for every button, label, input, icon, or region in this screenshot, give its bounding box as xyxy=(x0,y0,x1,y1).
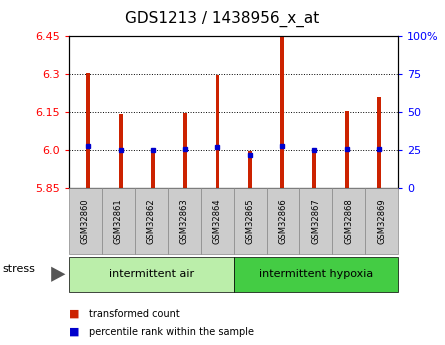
Text: percentile rank within the sample: percentile rank within the sample xyxy=(89,327,254,337)
Text: intermittent air: intermittent air xyxy=(109,269,194,279)
Text: ■: ■ xyxy=(69,327,80,337)
Text: GSM32862: GSM32862 xyxy=(147,198,156,244)
Text: GSM32863: GSM32863 xyxy=(180,198,189,244)
Bar xyxy=(248,151,252,188)
Text: GSM32868: GSM32868 xyxy=(344,198,353,244)
Bar xyxy=(345,111,348,188)
Text: GDS1213 / 1438956_x_at: GDS1213 / 1438956_x_at xyxy=(125,10,320,27)
Bar xyxy=(183,112,187,188)
Text: GSM32867: GSM32867 xyxy=(312,198,320,244)
Bar xyxy=(86,73,90,188)
Bar xyxy=(312,149,316,188)
Bar xyxy=(377,97,381,188)
Bar xyxy=(151,149,155,188)
Text: GSM32866: GSM32866 xyxy=(279,198,287,244)
Bar xyxy=(280,38,284,188)
Text: GSM32865: GSM32865 xyxy=(246,198,255,244)
Text: transformed count: transformed count xyxy=(89,309,180,319)
Text: stress: stress xyxy=(2,264,35,274)
Text: ■: ■ xyxy=(69,309,80,319)
Bar xyxy=(215,76,219,188)
Text: intermittent hypoxia: intermittent hypoxia xyxy=(259,269,373,279)
Text: GSM32861: GSM32861 xyxy=(114,198,123,244)
Text: GSM32860: GSM32860 xyxy=(81,198,90,244)
Bar xyxy=(119,114,122,188)
Text: GSM32864: GSM32864 xyxy=(213,198,222,244)
Text: GSM32869: GSM32869 xyxy=(377,198,386,244)
